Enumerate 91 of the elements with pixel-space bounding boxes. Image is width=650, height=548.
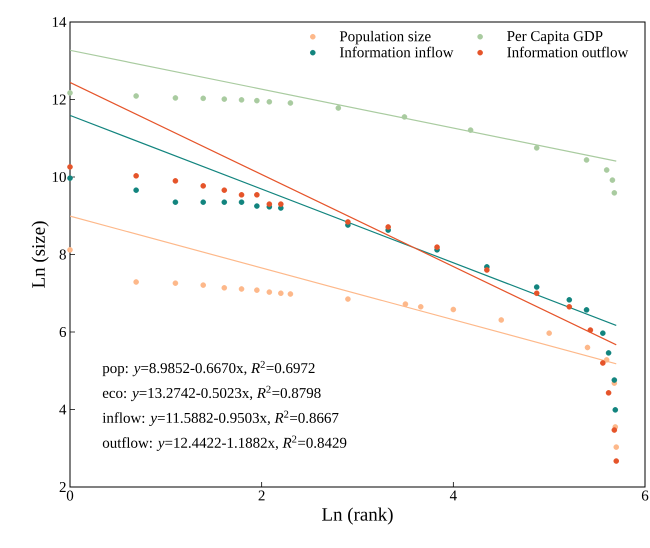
- point: [238, 286, 244, 292]
- y-tick-label: 2: [60, 482, 66, 492]
- x-tick-label: 4: [450, 490, 457, 500]
- point: [172, 280, 178, 286]
- point: [336, 105, 342, 111]
- y-tick-label: 14: [52, 17, 66, 27]
- point: [172, 178, 178, 184]
- point: [172, 199, 178, 205]
- point: [278, 201, 284, 207]
- point: [534, 284, 540, 290]
- point: [584, 157, 590, 163]
- y-tick-label: 4: [59, 404, 66, 414]
- point: [200, 199, 206, 205]
- point: [600, 330, 606, 336]
- point: [385, 224, 391, 230]
- annotation: outflow: y=12.4422-1.1882x, R$^{2}$=0.8429: [102, 436, 346, 451]
- point: [584, 307, 590, 313]
- point: [238, 192, 244, 198]
- point: [613, 458, 620, 464]
- x-tick-label: 2: [258, 490, 265, 500]
- point: [566, 297, 572, 303]
- point: [345, 219, 351, 225]
- point: [546, 330, 552, 336]
- legend-label: Per Capita GDP: [507, 31, 602, 44]
- x-tick-label: 6: [642, 490, 648, 501]
- point: [345, 296, 351, 302]
- point: [600, 360, 606, 366]
- point: [254, 192, 260, 198]
- point: [133, 279, 139, 285]
- point: [200, 282, 206, 288]
- point: [418, 304, 424, 310]
- point: [612, 427, 618, 433]
- annotation: eco: y=13.2742-0.5023x, R$^{2}$=0.8798: [102, 386, 321, 402]
- point: [67, 175, 73, 181]
- point: [450, 306, 456, 312]
- point: [584, 344, 590, 350]
- point: [133, 173, 139, 179]
- point: [534, 290, 540, 296]
- point: [588, 327, 594, 333]
- point: [133, 93, 139, 99]
- x-tick-label: 0: [66, 490, 74, 501]
- y-tick-label: 12: [52, 94, 66, 104]
- point: [612, 190, 618, 196]
- point: [604, 357, 610, 363]
- point: [67, 90, 73, 96]
- point: [612, 407, 618, 413]
- legend-label: Population size: [340, 30, 431, 44]
- point: [221, 285, 228, 291]
- point: [238, 199, 244, 205]
- point: [613, 444, 620, 450]
- point: [612, 377, 618, 383]
- point: [566, 304, 572, 310]
- point: [238, 97, 244, 103]
- point: [254, 203, 260, 209]
- point: [278, 290, 284, 296]
- point: [254, 287, 260, 293]
- point: [606, 390, 612, 396]
- point: [172, 95, 178, 101]
- point: [484, 267, 490, 273]
- point: [288, 291, 294, 297]
- point: [221, 96, 228, 102]
- point: [604, 167, 610, 173]
- point: [534, 145, 540, 151]
- point: [200, 96, 206, 102]
- y-tick-label: 6: [60, 326, 66, 338]
- x-axis-title: Ln (rank): [322, 507, 393, 525]
- legend-label: Information outflow: [507, 46, 628, 58]
- annotation: inflow: y=11.5882-0.9503x, R$^{2}$=0.8667: [102, 410, 338, 426]
- point: [434, 244, 440, 250]
- point: [402, 114, 408, 120]
- point: [221, 187, 228, 193]
- point: [498, 317, 504, 323]
- point: [266, 289, 272, 295]
- point: [133, 187, 139, 193]
- point: [266, 99, 272, 105]
- point: [67, 247, 73, 253]
- point: [221, 199, 228, 205]
- point: [402, 301, 408, 307]
- y-tick-label: 8: [60, 249, 66, 260]
- point: [266, 201, 272, 207]
- y-tick-label: 10: [52, 172, 66, 182]
- point: [200, 183, 206, 189]
- point: [610, 177, 616, 183]
- annotation: pop: y=8.9852-0.6670x, R$^{2}$=0.6972: [102, 360, 315, 376]
- point: [67, 164, 73, 170]
- y-axis-title: Ln (size): [32, 221, 49, 288]
- point: [254, 98, 260, 104]
- legend-label: Information inflow: [340, 46, 454, 58]
- point: [468, 127, 474, 133]
- point: [288, 100, 294, 106]
- point: [606, 350, 612, 356]
